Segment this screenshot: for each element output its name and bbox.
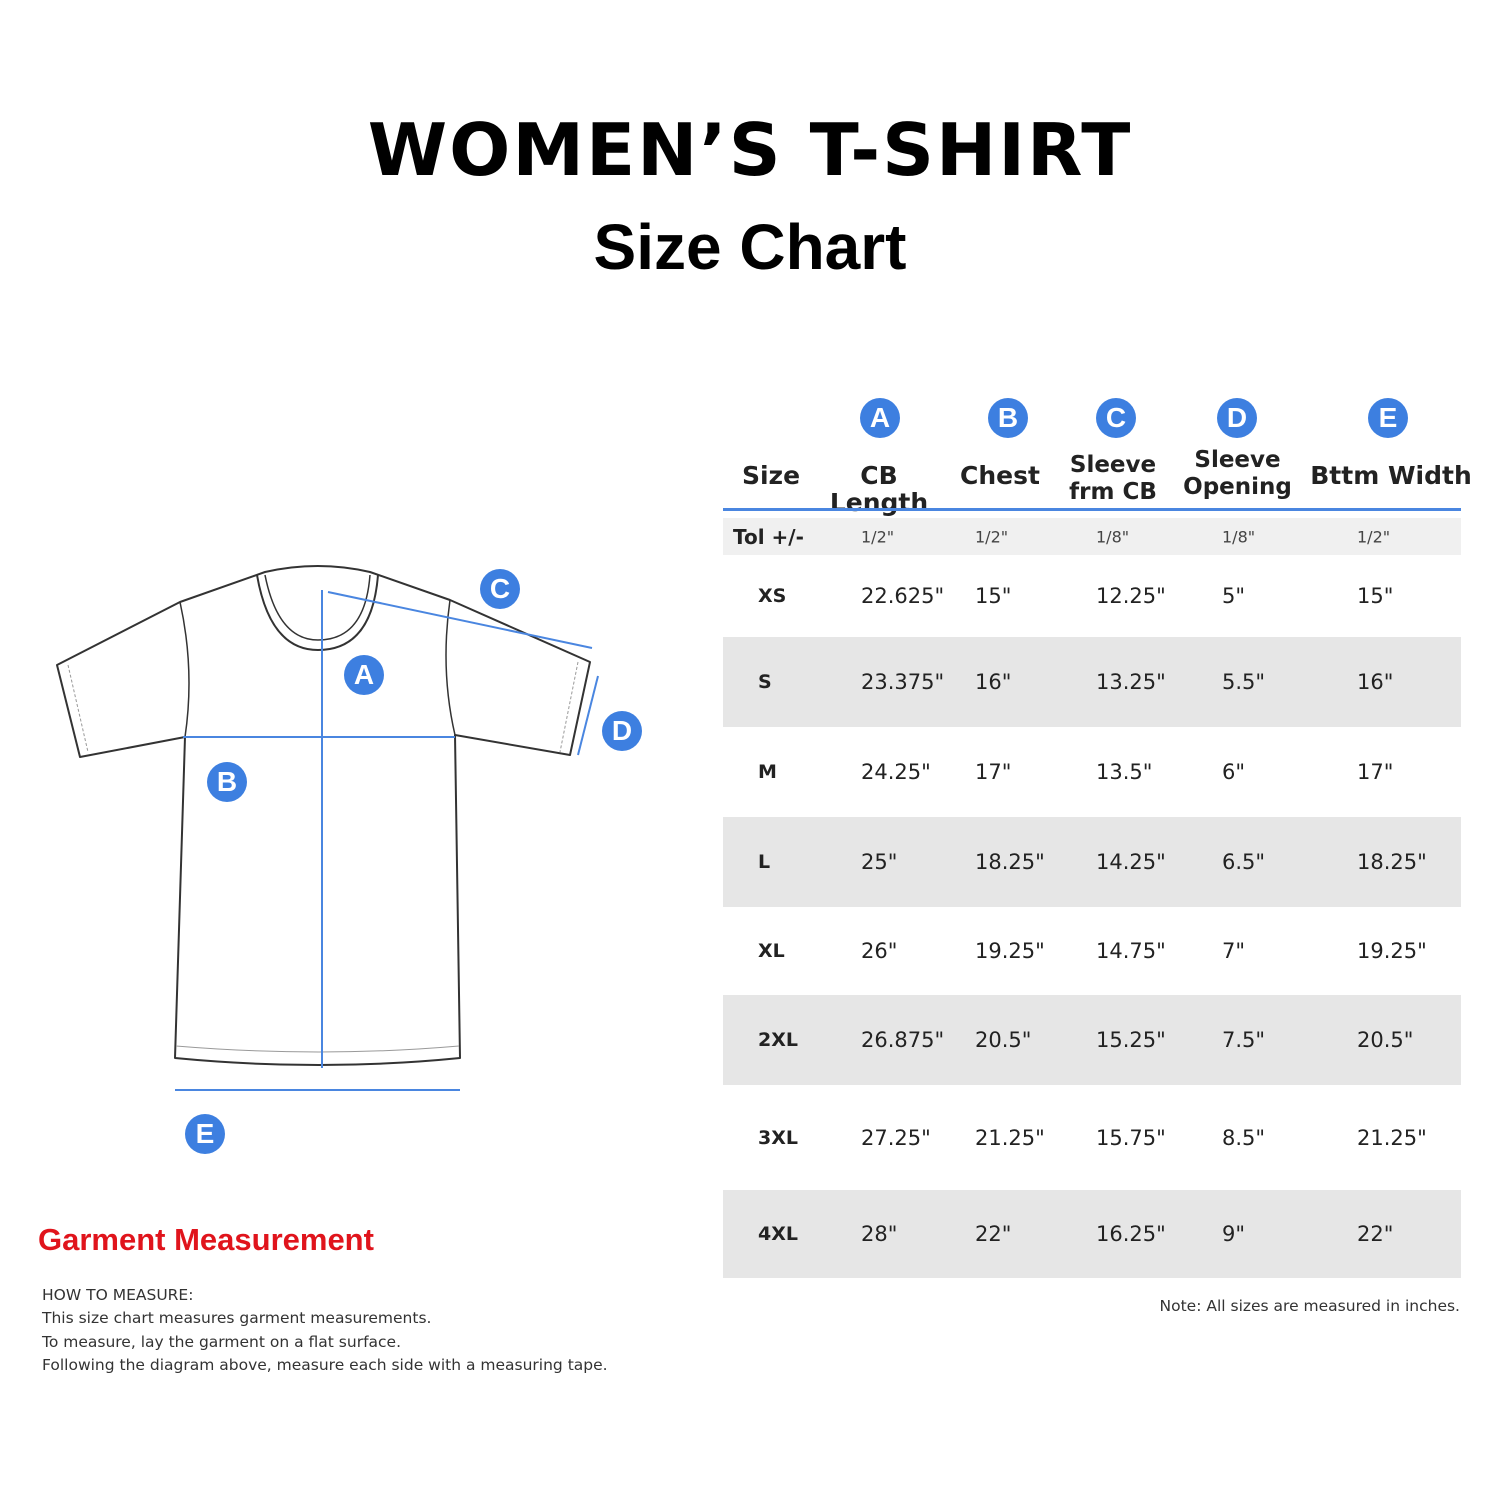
size-cell: L xyxy=(758,851,771,873)
value-cell: 5.5" xyxy=(1222,670,1266,694)
size-cell: 4XL xyxy=(758,1223,798,1245)
value-cell: 17" xyxy=(975,760,1012,784)
size-cell: Tol +/- xyxy=(733,524,804,549)
tshirt-outline xyxy=(56,565,591,1066)
value-cell: 21.25" xyxy=(975,1125,1045,1150)
table-row: XL 26" 19.25" 14.75" 7" 19.25" xyxy=(723,907,1461,995)
value-cell: 23.375" xyxy=(861,670,945,694)
measure-line-d xyxy=(577,675,599,756)
value-cell: 15.75" xyxy=(1096,1125,1166,1150)
marker-a-icon: A xyxy=(344,655,384,695)
value-cell: 21.25" xyxy=(1357,1125,1427,1150)
value-cell: 28" xyxy=(861,1222,898,1246)
column-header-sleeve-from-cb: Sleeve frm CB xyxy=(1069,452,1157,505)
value-cell: 6.5" xyxy=(1222,850,1266,874)
value-cell: 19.25" xyxy=(1357,939,1427,963)
page-subtitle: Size Chart xyxy=(593,211,907,283)
value-cell: 16" xyxy=(975,670,1012,694)
value-cell: 7.5" xyxy=(1222,1028,1266,1052)
value-cell: 20.5" xyxy=(1357,1028,1414,1052)
column-header-chest: Chest xyxy=(960,461,1040,490)
marker-d-icon: D xyxy=(602,711,642,751)
marker-e-icon: E xyxy=(185,1114,225,1154)
value-cell: 19.25" xyxy=(975,939,1045,963)
value-cell: 22" xyxy=(1357,1222,1394,1246)
value-cell: 22" xyxy=(975,1222,1012,1246)
value-cell: 13.5" xyxy=(1096,760,1153,784)
size-cell: 2XL xyxy=(758,1029,798,1051)
value-cell: 22.625" xyxy=(861,584,945,608)
value-cell: 9" xyxy=(1222,1222,1246,1246)
how-to-measure-heading: HOW TO MEASURE: xyxy=(42,1286,194,1304)
value-cell: 14.25" xyxy=(1096,850,1166,874)
marker-b-icon: B xyxy=(207,762,247,802)
column-e-marker-icon: E xyxy=(1368,398,1408,438)
table-row: 3XL 27.25" 21.25" 15.75" 8.5" 21.25" xyxy=(723,1085,1461,1190)
size-cell: XS xyxy=(758,585,787,607)
value-cell: 13.25" xyxy=(1096,670,1166,694)
column-a-marker-icon: A xyxy=(860,398,900,438)
value-cell: 27.25" xyxy=(861,1125,931,1150)
value-cell: 26" xyxy=(861,939,898,963)
value-cell: 1/8" xyxy=(1096,527,1130,546)
measure-line-c xyxy=(327,591,593,649)
tshirt-diagram xyxy=(56,565,599,1091)
value-cell: 14.75" xyxy=(1096,939,1166,963)
value-cell: 15.25" xyxy=(1096,1028,1166,1052)
table-row: M 24.25" 17" 13.5" 6" 17" xyxy=(723,727,1461,817)
column-c-marker-icon: C xyxy=(1096,398,1136,438)
table-row: XS 22.625" 15" 12.25" 5" 15" xyxy=(723,555,1461,637)
how-to-measure: HOW TO MEASURE: This size chart measures… xyxy=(42,1284,608,1377)
value-cell: 1/2" xyxy=(975,527,1009,546)
value-cell: 20.5" xyxy=(975,1028,1032,1052)
value-cell: 15" xyxy=(1357,584,1394,608)
column-header-size: Size xyxy=(741,461,801,490)
garment-measurement-caption: Garment Measurement xyxy=(38,1222,374,1257)
value-cell: 12.25" xyxy=(1096,584,1166,608)
table-row: 2XL 26.875" 20.5" 15.25" 7.5" 20.5" xyxy=(723,995,1461,1085)
value-cell: 15" xyxy=(975,584,1012,608)
size-cell: XL xyxy=(758,940,785,962)
value-cell: 7" xyxy=(1222,939,1246,963)
value-cell: 5" xyxy=(1222,584,1246,608)
table-row: L 25" 18.25" 14.25" 6.5" 18.25" xyxy=(723,817,1461,907)
column-header-bottom-width: Bttm Width xyxy=(1310,461,1472,490)
value-cell: 25" xyxy=(861,850,898,874)
value-cell: 16" xyxy=(1357,670,1394,694)
tolerance-row: Tol +/- 1/2" 1/2" 1/8" 1/8" 1/2" xyxy=(723,518,1461,555)
how-to-measure-line: To measure, lay the garment on a flat su… xyxy=(42,1332,402,1351)
size-cell: 3XL xyxy=(758,1126,798,1149)
how-to-measure-line: This size chart measures garment measure… xyxy=(42,1309,432,1328)
size-cell: M xyxy=(758,761,777,783)
marker-c-icon: C xyxy=(480,569,520,609)
value-cell: 18.25" xyxy=(975,850,1045,874)
column-header-cb-length: CB Length xyxy=(829,461,929,517)
value-cell: 24.25" xyxy=(861,760,931,784)
table-row: S 23.375" 16" 13.25" 5.5" 16" xyxy=(723,637,1461,727)
tshirt-collar xyxy=(256,574,379,651)
value-cell: 26.875" xyxy=(861,1028,945,1052)
value-cell: 16.25" xyxy=(1096,1222,1166,1246)
value-cell: 18.25" xyxy=(1357,850,1427,874)
value-cell: 6" xyxy=(1222,760,1246,784)
page-title: WOMEN’S T-SHIRT xyxy=(367,108,1133,192)
value-cell: 8.5" xyxy=(1222,1125,1266,1150)
header-divider xyxy=(723,508,1461,511)
column-header-sleeve-opening: Sleeve Opening xyxy=(1183,447,1292,500)
value-cell: 1/8" xyxy=(1222,527,1256,546)
value-cell: 1/2" xyxy=(1357,527,1391,546)
table-row: 4XL 28" 22" 16.25" 9" 22" xyxy=(723,1190,1461,1278)
column-b-marker-icon: B xyxy=(988,398,1028,438)
how-to-measure-line: Following the diagram above, measure eac… xyxy=(42,1355,608,1374)
value-cell: 1/2" xyxy=(861,527,895,546)
size-cell: S xyxy=(758,671,772,693)
measurement-note: Note: All sizes are measured in inches. xyxy=(1159,1297,1460,1315)
value-cell: 17" xyxy=(1357,760,1394,784)
column-d-marker-icon: D xyxy=(1217,398,1257,438)
